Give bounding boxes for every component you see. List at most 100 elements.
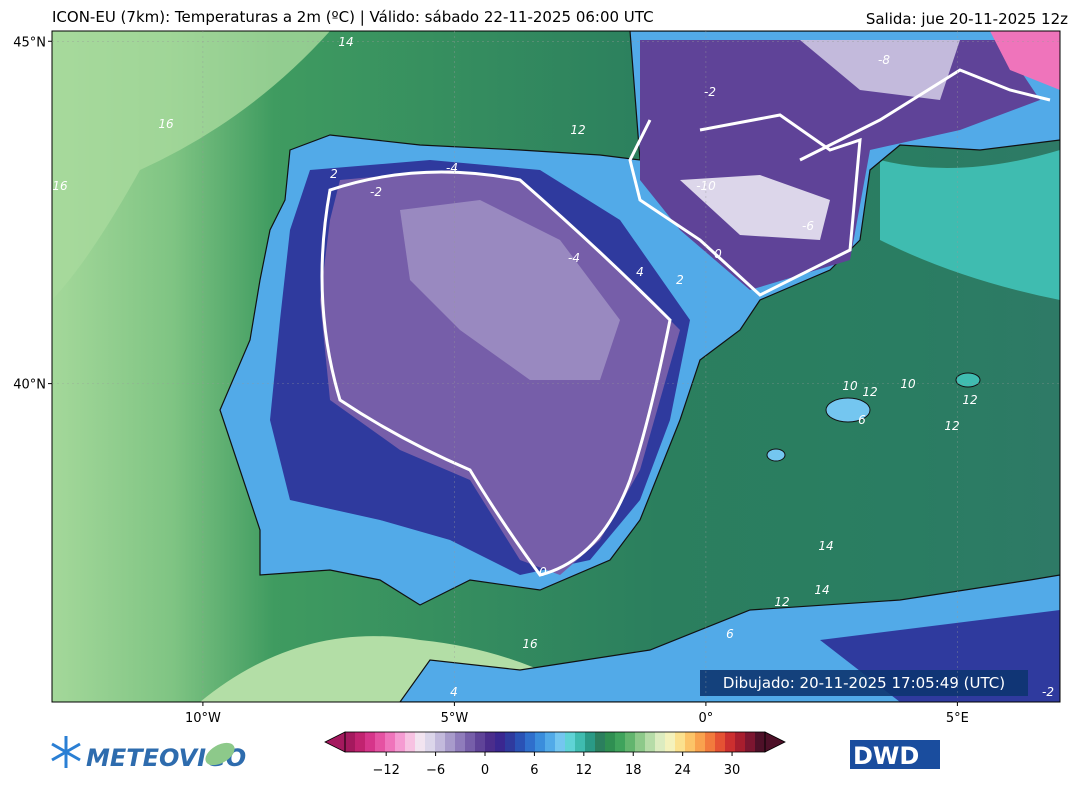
contour-label: 10	[842, 379, 858, 393]
contour-label: -8	[878, 53, 890, 67]
colorbar-swatch	[715, 732, 726, 752]
colorbar-swatch	[595, 732, 606, 752]
drawn-time: Dibujado: 20-11-2025 17:05:49 (UTC)	[723, 674, 1005, 692]
colorbar-extend-high	[764, 731, 786, 753]
colorbar-swatch	[375, 732, 386, 752]
colorbar-tick-label: 24	[674, 763, 691, 778]
contour-label: 0	[539, 565, 547, 579]
y-tick-label: 45°N	[13, 35, 46, 50]
contour-label: -2	[704, 85, 716, 99]
snowflake	[51, 736, 81, 768]
colorbar-tick-label: −12	[372, 763, 399, 778]
colorbar-swatch	[495, 732, 506, 752]
colorbar-swatch	[485, 732, 496, 752]
contour-label: 16	[522, 637, 538, 651]
colorbar-swatch	[455, 732, 466, 752]
colorbar-swatch	[425, 732, 436, 752]
contour-label: 12	[774, 595, 789, 609]
colorbar-swatch	[635, 732, 646, 752]
colorbar-swatch	[385, 732, 396, 752]
colorbar-swatch	[735, 732, 746, 752]
colorbar-swatch	[405, 732, 416, 752]
contour-zero	[799, 68, 1051, 162]
colorbar-swatch	[705, 732, 716, 752]
colorbar-swatch	[645, 732, 656, 752]
contour-label: 14	[338, 35, 353, 49]
colorbar-swatch	[345, 732, 356, 752]
colorbar-swatch	[505, 732, 516, 752]
contour-label: 12	[862, 385, 877, 399]
contour-label: -2	[1042, 685, 1054, 699]
colorbar-swatch	[465, 732, 476, 752]
colorbar-swatch	[475, 732, 486, 752]
colorbar-swatch	[545, 732, 556, 752]
colorbar-tick-label: 30	[724, 763, 741, 778]
colorbar-swatch	[555, 732, 566, 752]
leaf	[205, 742, 235, 766]
colorbar-swatch	[655, 732, 666, 752]
colorbar-swatch	[565, 732, 576, 752]
run-time: Salida: jue 20-11-2025 12z	[866, 10, 1068, 28]
contour-label: 0	[714, 247, 722, 261]
contour-label: 14	[818, 539, 833, 553]
contour-zero	[628, 113, 862, 297]
mountains	[680, 175, 830, 240]
mountains	[800, 40, 960, 100]
drawn-box	[700, 670, 1028, 696]
contour-label: 12	[962, 393, 977, 407]
title: ICON-EU (7km): Temperaturas a 2m (ºC) | …	[52, 8, 654, 26]
island	[825, 397, 871, 423]
y-tick-label: 40°N	[13, 378, 46, 393]
colorbar-tick-label: 12	[576, 763, 593, 778]
logo-box	[850, 740, 940, 769]
island	[766, 448, 786, 462]
colorbar-swatch	[575, 732, 586, 752]
mountains	[990, 31, 1060, 90]
contour-label: 16	[158, 117, 174, 131]
colorbar-swatch	[675, 732, 686, 752]
colorbar-swatch	[435, 732, 446, 752]
colorbar-swatch	[415, 732, 426, 752]
x-tick-label: 10°W	[185, 711, 221, 726]
contour-label: 2	[330, 167, 338, 181]
colorbar-swatch	[365, 732, 376, 752]
contour-label: 6	[726, 627, 734, 641]
x-tick-label: 0°	[699, 711, 714, 726]
contour-label: 10	[900, 377, 916, 391]
colorbar-tick-label: −6	[426, 763, 445, 778]
colorbar-swatch	[695, 732, 706, 752]
colorbar-swatch	[665, 732, 676, 752]
colorbar-extend-low	[324, 731, 346, 753]
colorbar-swatch	[535, 732, 546, 752]
contour-label: -6	[802, 219, 814, 233]
logo-right: DWD	[850, 740, 940, 770]
colorbar-swatch	[515, 732, 526, 752]
logo-text: DWD	[853, 742, 919, 770]
island	[955, 372, 981, 388]
contour-label: 4	[636, 265, 644, 279]
map-frame	[51, 30, 1061, 703]
colorbar-tick-label: 18	[625, 763, 642, 778]
colorbar-swatch	[585, 732, 596, 752]
colorbar-swatch	[445, 732, 456, 752]
colorbar-swatch	[755, 732, 766, 752]
contour-label: -4	[446, 161, 458, 175]
colorbar-swatch	[625, 732, 636, 752]
contour-label: -4	[568, 251, 580, 265]
x-tick-label: 5°W	[441, 711, 469, 726]
colorbar-swatch	[745, 732, 756, 752]
contour-label: 4	[450, 685, 458, 699]
colorbar-swatch	[355, 732, 366, 752]
contour-label: 2	[676, 273, 684, 287]
colorbar-swatch	[685, 732, 696, 752]
contour-label: 6	[858, 413, 866, 427]
land-colder	[400, 200, 620, 380]
map-area	[52, 31, 1060, 702]
contour-label: 16	[52, 179, 68, 193]
colorbar-frame	[344, 731, 766, 753]
contour-label: -2	[370, 185, 382, 199]
colorbar-swatch	[615, 732, 626, 752]
colorbar-tick-label: 6	[530, 763, 538, 778]
